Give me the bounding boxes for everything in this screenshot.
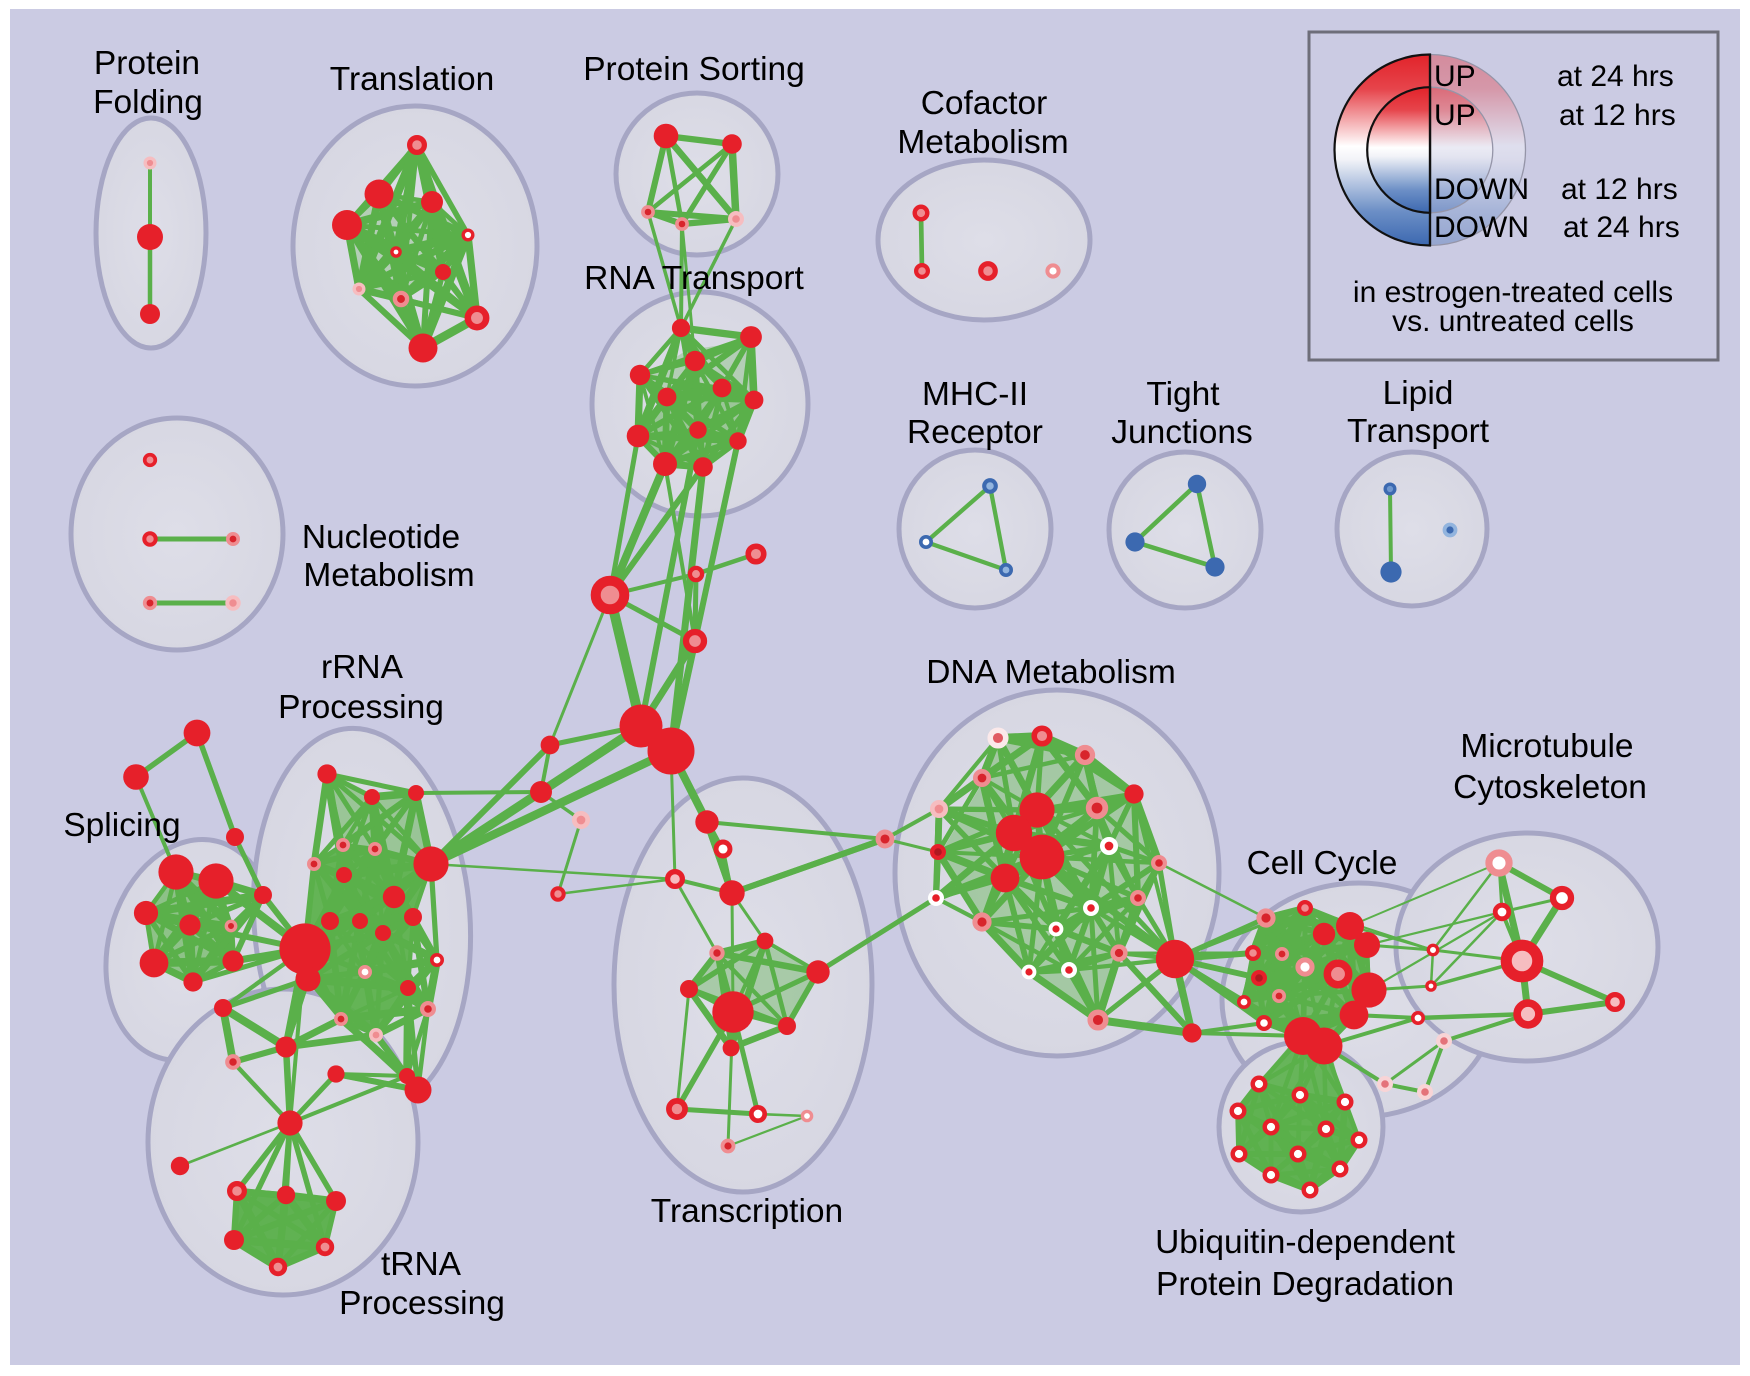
svg-text:Receptor: Receptor bbox=[907, 414, 1043, 451]
svg-text:Folding: Folding bbox=[93, 84, 203, 121]
svg-text:at 24 hrs: at 24 hrs bbox=[1557, 60, 1674, 93]
svg-text:Processing: Processing bbox=[339, 1285, 505, 1322]
svg-text:Processing: Processing bbox=[278, 689, 444, 726]
svg-text:tRNA: tRNA bbox=[381, 1246, 462, 1283]
svg-text:DNA Metabolism: DNA Metabolism bbox=[926, 654, 1175, 691]
svg-text:at 24 hrs: at 24 hrs bbox=[1563, 211, 1680, 244]
svg-text:in estrogen-treated cells: in estrogen-treated cells bbox=[1353, 276, 1673, 309]
svg-text:vs. untreated cells: vs. untreated cells bbox=[1392, 305, 1634, 338]
svg-text:Transcription: Transcription bbox=[651, 1193, 843, 1230]
svg-text:Nucleotide: Nucleotide bbox=[302, 519, 460, 556]
svg-text:at 12 hrs: at 12 hrs bbox=[1559, 99, 1676, 132]
svg-text:Protein Sorting: Protein Sorting bbox=[583, 51, 805, 88]
svg-text:UP: UP bbox=[1434, 60, 1476, 93]
svg-text:Cofactor: Cofactor bbox=[921, 85, 1048, 122]
svg-text:rRNA: rRNA bbox=[321, 649, 404, 686]
svg-text:RNA Transport: RNA Transport bbox=[584, 260, 804, 297]
svg-text:Translation: Translation bbox=[330, 61, 494, 98]
svg-text:MHC-II: MHC-II bbox=[922, 376, 1028, 413]
svg-text:Tight: Tight bbox=[1146, 376, 1220, 413]
svg-text:Splicing: Splicing bbox=[63, 807, 180, 844]
svg-text:DOWN: DOWN bbox=[1434, 211, 1529, 244]
svg-text:Metabolism: Metabolism bbox=[897, 124, 1068, 161]
svg-text:Protein: Protein bbox=[94, 45, 200, 82]
svg-text:UP: UP bbox=[1434, 99, 1476, 132]
svg-text:Junctions: Junctions bbox=[1111, 414, 1253, 451]
svg-text:at 12 hrs: at 12 hrs bbox=[1561, 173, 1678, 206]
svg-text:Ubiquitin-dependent: Ubiquitin-dependent bbox=[1155, 1224, 1456, 1261]
svg-text:Cytoskeleton: Cytoskeleton bbox=[1453, 769, 1647, 806]
svg-text:DOWN: DOWN bbox=[1434, 173, 1529, 206]
svg-text:Microtubule: Microtubule bbox=[1460, 728, 1633, 765]
svg-text:Lipid: Lipid bbox=[1383, 375, 1454, 412]
svg-text:Cell Cycle: Cell Cycle bbox=[1247, 845, 1398, 882]
svg-text:Protein Degradation: Protein Degradation bbox=[1156, 1266, 1454, 1303]
svg-text:Metabolism: Metabolism bbox=[303, 557, 474, 594]
svg-text:Transport: Transport bbox=[1347, 413, 1490, 450]
